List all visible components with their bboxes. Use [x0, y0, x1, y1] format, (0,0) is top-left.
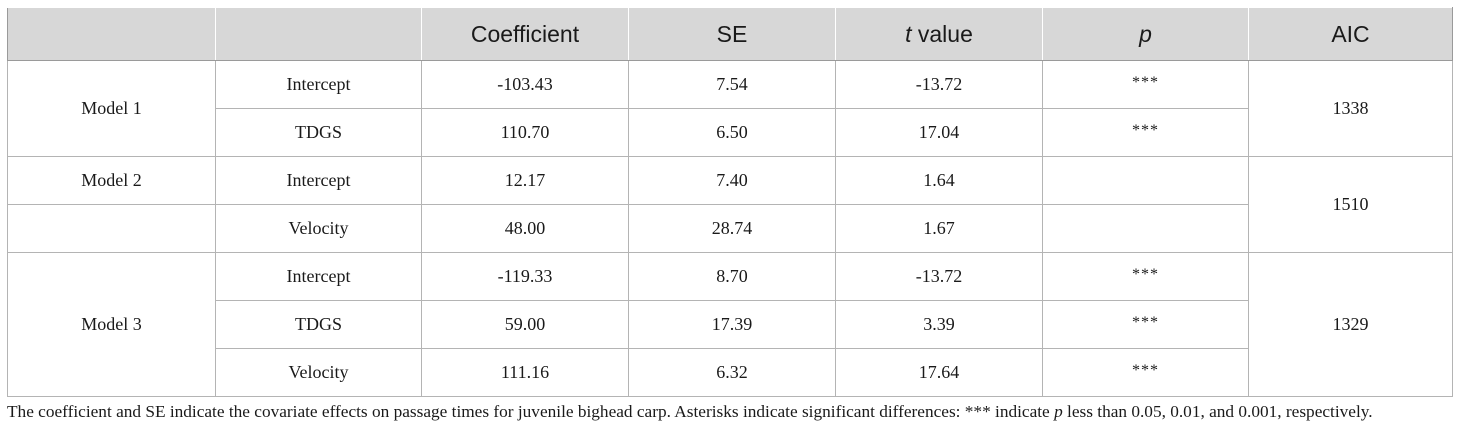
- header-coefficient: Coefficient: [421, 7, 629, 61]
- table-row: Velocity 111.16 6.32 17.64 ***: [8, 348, 1453, 397]
- se-cell: 6.50: [628, 108, 836, 157]
- footnote-p: p: [1054, 402, 1063, 421]
- header-t-suffix: value: [911, 20, 973, 47]
- t-value-cell: 3.39: [835, 300, 1043, 349]
- term-cell: TDGS: [215, 300, 422, 349]
- aic-cell: 1329: [1248, 252, 1453, 397]
- regression-table: Coefficient SE t value p AIC Model 1 Int…: [7, 7, 1453, 397]
- coefficient-cell: 12.17: [421, 156, 629, 205]
- se-cell: 28.74: [628, 204, 836, 253]
- p-cell: ***: [1042, 108, 1249, 157]
- table-row: TDGS 59.00 17.39 3.39 ***: [8, 300, 1453, 349]
- header-se: SE: [628, 7, 836, 61]
- significance-asterisks: ***: [1132, 122, 1159, 139]
- p-cell: ***: [1042, 348, 1249, 397]
- aic-cell: 1338: [1248, 60, 1453, 157]
- term-cell: Velocity: [215, 204, 422, 253]
- t-value-cell: 1.64: [835, 156, 1043, 205]
- aic-cell: 1510: [1248, 156, 1453, 253]
- se-cell: 7.54: [628, 60, 836, 109]
- t-value-cell: -13.72: [835, 60, 1043, 109]
- p-cell: ***: [1042, 252, 1249, 301]
- header-term: [215, 7, 422, 61]
- header-model: [7, 7, 216, 61]
- header-row: Coefficient SE t value p AIC: [7, 7, 1453, 61]
- table-row: Model 3 Intercept -119.33 8.70 -13.72 **…: [7, 252, 1453, 397]
- significance-asterisks: ***: [1132, 362, 1159, 379]
- coefficient-cell: 110.70: [421, 108, 629, 157]
- coefficient-cell: -119.33: [421, 252, 629, 301]
- model-label-empty: [7, 204, 216, 253]
- term-cell: Intercept: [215, 60, 422, 109]
- model-label: Model 1: [7, 60, 216, 157]
- footnote-text-2: less than 0.05, 0.01, and 0.001, respect…: [1062, 402, 1373, 421]
- t-value-cell: 17.64: [835, 348, 1043, 397]
- p-cell: [1042, 156, 1249, 205]
- table-row: Velocity 48.00 28.74 1.67: [7, 204, 1453, 253]
- coefficient-cell: -103.43: [421, 60, 629, 109]
- significance-asterisks: ***: [1132, 266, 1159, 283]
- se-cell: 7.40: [628, 156, 836, 205]
- coefficient-cell: 59.00: [421, 300, 629, 349]
- footnote-text-1: The coefficient and SE indicate the cova…: [7, 402, 1055, 421]
- header-aic: AIC: [1248, 7, 1453, 61]
- table-row: Model 1 Intercept -103.43 7.54 -13.72 **…: [7, 60, 1453, 157]
- coefficient-cell: 48.00: [421, 204, 629, 253]
- header-p: p: [1042, 7, 1249, 61]
- table-row: TDGS 110.70 6.50 17.04 ***: [8, 108, 1453, 157]
- table-footnote: The coefficient and SE indicate the cova…: [7, 402, 1373, 422]
- model-label: Model 2: [7, 156, 216, 205]
- p-cell: [1042, 204, 1249, 253]
- se-cell: 17.39: [628, 300, 836, 349]
- significance-asterisks: ***: [1132, 74, 1159, 91]
- term-cell: Intercept: [215, 252, 422, 301]
- term-cell: TDGS: [215, 108, 422, 157]
- table-row: Model 2 Intercept 12.17 7.40 1.64 1510: [7, 156, 1453, 253]
- p-cell: ***: [1042, 60, 1249, 109]
- se-cell: 6.32: [628, 348, 836, 397]
- model-label: Model 3: [7, 252, 216, 397]
- term-cell: Intercept: [215, 156, 422, 205]
- se-cell: 8.70: [628, 252, 836, 301]
- significance-asterisks: ***: [1132, 314, 1159, 331]
- term-cell: Velocity: [215, 348, 422, 397]
- t-value-cell: -13.72: [835, 252, 1043, 301]
- t-value-cell: 17.04: [835, 108, 1043, 157]
- header-t-value: t value: [835, 7, 1043, 61]
- t-value-cell: 1.67: [835, 204, 1043, 253]
- p-cell: ***: [1042, 300, 1249, 349]
- header-t-letter: t: [905, 20, 912, 47]
- coefficient-cell: 111.16: [421, 348, 629, 397]
